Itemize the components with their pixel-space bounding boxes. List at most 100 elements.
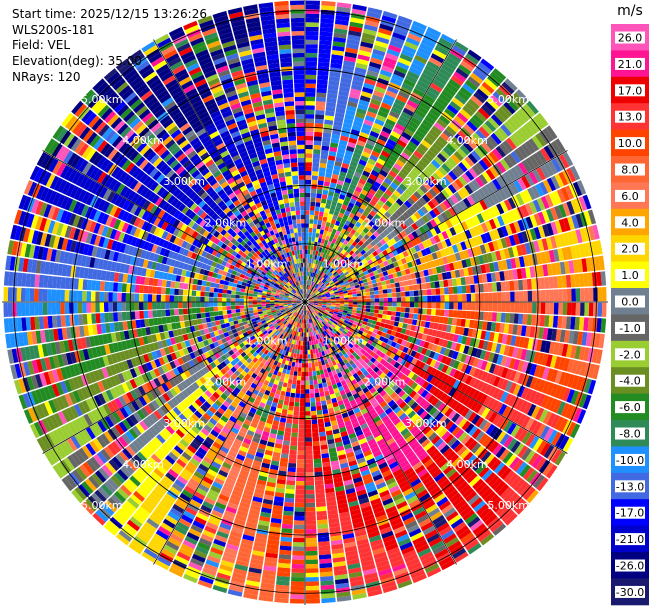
range-gate-cell (386, 258, 393, 265)
range-gate-cell (520, 348, 528, 361)
range-gate-cell (340, 339, 346, 345)
range-gate-cell (400, 257, 407, 265)
range-gate-cell (305, 162, 312, 167)
range-gate-cell (309, 298, 314, 301)
range-gate-cell (382, 221, 390, 229)
range-gate-cell (475, 110, 487, 123)
range-gate-cell (441, 431, 451, 441)
range-gate-cell (226, 386, 234, 394)
range-gate-cell (277, 567, 291, 573)
range-gate-cell (261, 503, 273, 510)
range-gate-cell (284, 326, 289, 332)
range-gate-cell (486, 252, 493, 263)
range-gate-cell (381, 65, 394, 74)
range-gate-cell (477, 188, 487, 199)
range-gate-cell (412, 573, 427, 584)
range-gate-cell (227, 539, 240, 547)
range-gate-cell (345, 282, 350, 287)
range-gate-cell (357, 390, 365, 397)
range-gate-cell (305, 214, 310, 220)
range-gate-cell (394, 254, 401, 261)
range-gate-cell (305, 70, 317, 75)
range-gate-cell (392, 563, 407, 572)
range-gate-cell (170, 533, 184, 544)
range-gate-cell (399, 245, 407, 253)
range-gate-cell (247, 476, 257, 484)
range-gate-cell (310, 276, 313, 282)
range-gate-cell (334, 266, 339, 271)
range-gate-cell (484, 263, 491, 273)
range-gate-cell (286, 418, 293, 424)
range-gate-cell (309, 380, 314, 385)
range-gate-cell (310, 291, 314, 296)
range-gate-cell (324, 312, 329, 316)
range-gate-cell (393, 567, 408, 577)
range-gate-cell (322, 313, 327, 318)
range-gate-cell (433, 234, 441, 243)
range-gate-cell (499, 448, 510, 461)
range-gate-cell (400, 152, 410, 161)
range-gate-cell (489, 520, 504, 533)
range-gate-cell (422, 295, 428, 302)
range-gate-cell (596, 318, 602, 333)
range-gate-cell (358, 49, 372, 57)
range-gate-cell (305, 52, 318, 58)
range-gate-cell (294, 515, 305, 521)
range-gate-cell (388, 44, 402, 53)
range-gate-cell (399, 382, 407, 390)
range-gate-cell (278, 399, 284, 405)
range-gate-cell (428, 432, 438, 442)
range-gate-cell (311, 415, 317, 420)
range-gate-cell (387, 293, 393, 298)
range-gate-cell (328, 326, 333, 332)
range-gate-cell (417, 547, 432, 558)
range-gate-cell (281, 324, 286, 330)
range-gate-cell (282, 330, 286, 335)
range-gate-cell (305, 306, 307, 311)
range-gate-cell (484, 120, 497, 132)
range-gate-cell (352, 592, 367, 600)
range-gate-cell (483, 101, 497, 113)
range-gate-cell (329, 256, 334, 262)
range-gate-cell (305, 166, 312, 172)
range-gate-cell (410, 214, 418, 223)
range-gate-cell (292, 316, 296, 321)
range-gate-cell (531, 314, 537, 326)
range-gate-cell (495, 343, 502, 354)
range-gate-cell (488, 230, 496, 241)
range-gate-cell (305, 48, 318, 54)
range-gate-cell (315, 264, 319, 270)
range-gate-cell (300, 341, 303, 346)
range-gate-cell (319, 207, 325, 213)
range-gate-cell (191, 474, 202, 484)
range-gate-cell (396, 379, 404, 387)
range-gate-cell (333, 344, 339, 350)
range-gate-cell (202, 500, 214, 510)
range-gate-cell (318, 281, 323, 286)
range-gate-cell (412, 429, 422, 438)
range-gate-cell (198, 431, 207, 440)
range-gate-cell (484, 232, 492, 243)
range-gate-cell (431, 288, 436, 295)
range-gate-cell (369, 262, 375, 269)
range-gate-cell (450, 518, 464, 529)
range-gate-cell (411, 319, 418, 326)
range-gate-cell (308, 280, 311, 286)
range-gate-cell (312, 166, 319, 172)
range-gate-cell (157, 556, 172, 567)
range-gate-cell (305, 44, 318, 49)
range-gate-cell (323, 273, 327, 279)
range-gate-cell (349, 250, 355, 256)
range-gate-cell (412, 113, 424, 123)
range-gate-cell (351, 440, 360, 448)
range-gate-cell (321, 296, 327, 299)
range-gate-cell (479, 393, 488, 405)
range-gate-cell (334, 239, 340, 246)
range-gate-cell (252, 460, 262, 467)
range-gate-cell (292, 375, 297, 381)
range-gate-cell (495, 145, 507, 158)
range-gate-cell (357, 304, 362, 308)
range-gate-cell (184, 569, 200, 580)
range-gate-cell (353, 407, 361, 414)
range-gate-cell (258, 350, 264, 357)
